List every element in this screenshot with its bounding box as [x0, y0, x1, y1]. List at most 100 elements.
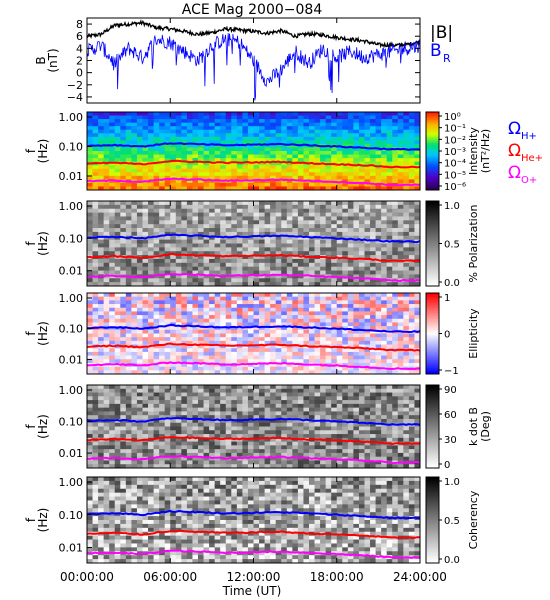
spectrogram-cell	[331, 112, 338, 116]
spectrogram-cell	[336, 115, 343, 120]
spectrogram-cell	[142, 204, 149, 210]
spectrogram-cell	[92, 296, 99, 301]
spectrogram-cell	[136, 322, 143, 327]
spectrogram-cell	[270, 224, 277, 229]
spectrogram-cell	[370, 307, 376, 312]
spectrogram-cell	[170, 311, 177, 316]
spectrogram-cell	[242, 179, 249, 184]
spectrogram-cell	[275, 351, 282, 356]
spectrogram-cell	[214, 112, 221, 116]
spectrogram-cell	[136, 403, 143, 409]
spectrogram-cell	[264, 392, 271, 397]
spectrogram-cell	[358, 362, 365, 368]
spectrogram-cell	[292, 340, 299, 345]
spectrogram-cell	[264, 351, 271, 356]
spectrogram-cell	[98, 300, 105, 305]
spectrogram-cell	[281, 322, 288, 327]
spectrogram-cell	[92, 329, 99, 334]
spectrogram-cell	[347, 119, 354, 124]
spectrogram-cell	[159, 456, 166, 461]
spectrogram-cell	[309, 239, 315, 244]
colorbar-swatch	[426, 339, 439, 342]
spectrogram-cell	[209, 460, 216, 465]
spectrogram-cell	[214, 201, 221, 206]
spectrogram-cell	[87, 355, 93, 360]
spectrogram-cell	[331, 165, 338, 170]
spectrogram-cell	[386, 204, 393, 210]
spectrogram-cell	[181, 247, 188, 252]
spectrogram-cell	[164, 262, 171, 268]
spectrogram-cell	[397, 262, 404, 268]
spectrogram-cell	[114, 441, 121, 446]
spectrogram-cell	[286, 282, 293, 287]
spectrogram-cell	[392, 307, 399, 312]
spectrogram-cell	[242, 212, 249, 217]
spectrogram-cell	[209, 326, 216, 331]
spectrogram-cell	[181, 161, 188, 166]
spectrogram-cell	[87, 300, 93, 305]
spectrogram-cell	[314, 119, 321, 124]
colorbar-swatch	[426, 143, 439, 146]
spectrogram-cell	[198, 212, 204, 217]
spectrogram-cell	[225, 315, 232, 320]
spectrogram-cell	[142, 293, 149, 298]
spectrogram-cell	[303, 182, 310, 187]
spectrogram-cell	[186, 158, 193, 163]
colorbar-unit: (nT²/Hz)	[479, 129, 492, 173]
spectrogram-cell	[370, 255, 376, 260]
spectrogram-cell	[209, 239, 216, 244]
spectrogram-cell	[159, 311, 166, 316]
spectrogram-cell	[336, 247, 343, 252]
spectrogram-cell	[408, 129, 415, 134]
spectrogram-cell	[159, 161, 166, 166]
spectrogram-cell	[320, 212, 327, 217]
spectrogram-cell	[236, 165, 243, 170]
spectrogram-cell	[297, 247, 304, 252]
spectrogram-cell	[381, 311, 388, 316]
spectrogram-cell	[342, 119, 349, 124]
spectrogram-cell	[403, 251, 410, 256]
spectrogram-cell	[375, 133, 382, 138]
colorbar-swatch	[426, 313, 439, 316]
spectrogram-cell	[159, 403, 166, 409]
spectrogram-cell	[109, 179, 116, 184]
spectrogram-cell	[87, 270, 93, 275]
spectrogram-cell	[275, 168, 282, 173]
spectrogram-cell	[131, 300, 138, 305]
spectrogram-cell	[136, 231, 143, 237]
spectrogram-cell	[358, 255, 365, 260]
spectrogram-cell	[186, 300, 193, 305]
spectrogram-cell	[109, 270, 116, 275]
spectrogram-cell	[247, 418, 254, 424]
spectrogram-cell	[320, 129, 327, 134]
spectrogram-cell	[125, 182, 132, 187]
spectrogram-cell	[109, 133, 116, 138]
spectrogram-cell	[198, 456, 204, 461]
spectrogram-cell	[170, 274, 177, 279]
spectrogram-cell	[247, 243, 254, 248]
spectrogram-cell	[358, 296, 365, 301]
spectrogram-cell	[325, 216, 332, 221]
spectrogram-cell	[259, 112, 265, 116]
spectrogram-cell	[153, 396, 160, 401]
spectrogram-cell	[98, 112, 105, 116]
spectrogram-cell	[281, 400, 288, 405]
spectrogram-cell	[236, 415, 243, 420]
spectrogram-cell	[281, 204, 288, 210]
spectrogram-cell	[275, 143, 282, 148]
spectrogram-cell	[103, 422, 110, 427]
spectrogram-cell	[392, 224, 399, 229]
spectrogram-cell	[170, 243, 177, 248]
spectrogram-cell	[286, 315, 293, 320]
spectrogram-cell	[120, 322, 127, 327]
spectrogram-cell	[414, 322, 421, 327]
spectrogram-cell	[109, 322, 116, 327]
spectrogram-cell	[181, 165, 188, 170]
spectrogram-cell	[331, 212, 338, 217]
spectrogram-cell	[192, 129, 199, 134]
spectrogram-cell	[320, 115, 327, 120]
spectrogram-cell	[264, 243, 271, 248]
spectrogram-cell	[103, 464, 110, 469]
spectrogram-cell	[87, 115, 93, 120]
spectrogram-cell	[148, 270, 154, 275]
